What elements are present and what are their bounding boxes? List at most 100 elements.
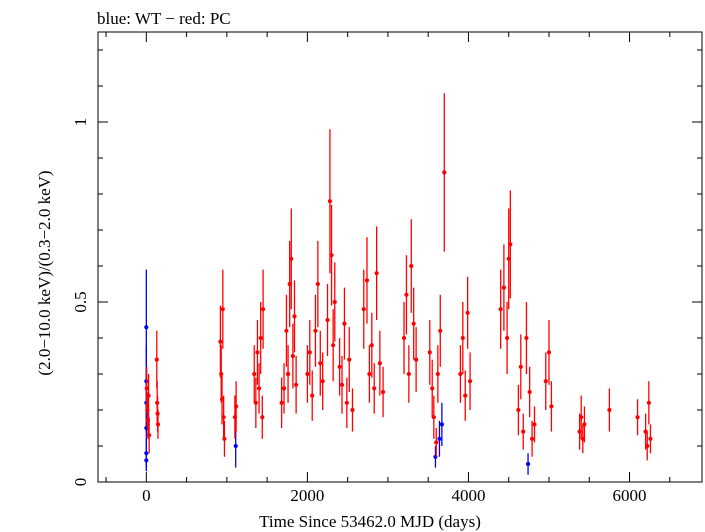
data-series: [144, 93, 653, 475]
data-point: [260, 415, 265, 420]
data-point: [332, 299, 337, 305]
data-point: [501, 285, 506, 290]
data-point: [219, 371, 224, 377]
data-point: [281, 386, 287, 391]
data-point: [347, 357, 352, 362]
data-point: [305, 371, 310, 377]
data-point: [518, 364, 523, 369]
data-point: [406, 371, 411, 377]
data-point: [524, 335, 529, 341]
data-point: [146, 393, 151, 398]
data-point: [155, 422, 161, 427]
data-point: [144, 325, 149, 330]
data-point: [364, 278, 370, 283]
x-axis: 0 2000 4000 6000: [105, 32, 671, 505]
data-point: [221, 415, 226, 420]
data-point: [327, 199, 333, 204]
data-point: [260, 307, 266, 312]
series-pc: [144, 93, 653, 461]
data-point: [367, 371, 372, 377]
data-point: [233, 443, 238, 449]
data-point: [294, 382, 299, 387]
data-point: [409, 263, 414, 269]
data-point: [344, 400, 349, 405]
data-point: [433, 454, 438, 459]
data-point: [289, 256, 294, 261]
data-point: [414, 357, 419, 362]
data-point: [292, 314, 297, 319]
data-point: [434, 440, 439, 445]
data-point: [258, 335, 263, 341]
data-point: [307, 350, 312, 355]
data-point: [377, 361, 382, 366]
data-point: [279, 400, 284, 405]
data-point: [505, 335, 510, 341]
data-point: [222, 436, 227, 441]
y-tick-label: 1: [71, 118, 90, 127]
data-point: [331, 343, 336, 348]
data-point: [498, 307, 503, 312]
data-point: [361, 307, 366, 312]
data-point: [369, 343, 374, 348]
data-point: [543, 379, 548, 384]
data-point: [256, 386, 262, 391]
data-point: [374, 271, 379, 276]
data-point: [325, 317, 330, 323]
data-point: [645, 443, 650, 449]
data-point: [442, 170, 447, 175]
x-tick-label: 6000: [613, 486, 647, 505]
x-tick-label: 2000: [290, 486, 324, 505]
data-point: [404, 292, 409, 297]
data-point: [579, 415, 584, 420]
data-point: [310, 393, 315, 398]
data-point: [648, 436, 653, 441]
data-point: [525, 461, 531, 467]
data-point: [313, 328, 318, 333]
data-point: [401, 335, 407, 341]
data-point: [339, 382, 345, 387]
data-point: [529, 436, 535, 441]
data-point: [465, 310, 470, 315]
data-point: [508, 242, 513, 247]
data-point: [458, 371, 463, 377]
data-point: [315, 281, 320, 287]
data-point: [463, 393, 468, 398]
x-tick-label: 0: [142, 486, 151, 505]
data-point: [527, 389, 532, 395]
data-point: [318, 361, 323, 366]
data-point: [218, 339, 223, 344]
data-point: [516, 407, 521, 413]
data-point: [285, 371, 291, 377]
plot-border: [97, 31, 703, 483]
data-point: [546, 350, 552, 355]
data-point: [521, 429, 526, 434]
data-point: [549, 404, 554, 409]
data-point: [460, 335, 465, 341]
y-tick-label: 0: [71, 478, 90, 487]
data-point: [438, 328, 443, 333]
data-point: [220, 307, 225, 312]
x-axis-label: Time Since 53462.0 MJD (days): [259, 512, 481, 531]
data-point: [234, 404, 239, 409]
data-point: [607, 407, 612, 413]
data-point: [646, 400, 651, 405]
data-point: [635, 415, 640, 420]
data-point: [435, 371, 440, 377]
data-point: [252, 371, 257, 377]
data-point: [380, 389, 386, 395]
data-point: [144, 386, 149, 391]
y-axis-label: (2.0−10.0 keV)/(0.3−2.0 keV): [35, 170, 54, 375]
data-point: [350, 407, 355, 413]
data-point: [532, 422, 537, 427]
data-point: [320, 379, 325, 384]
series-wt: [144, 269, 531, 475]
data-point: [439, 422, 444, 427]
data-point: [430, 386, 435, 391]
data-point: [255, 350, 260, 355]
x-tick-label: 4000: [451, 486, 485, 505]
plot-frame: [97, 31, 703, 483]
chart-title: blue: WT − red: PC: [97, 9, 231, 28]
y-axis: 00.51: [71, 49, 702, 487]
data-point: [372, 386, 377, 391]
data-point: [342, 321, 347, 326]
